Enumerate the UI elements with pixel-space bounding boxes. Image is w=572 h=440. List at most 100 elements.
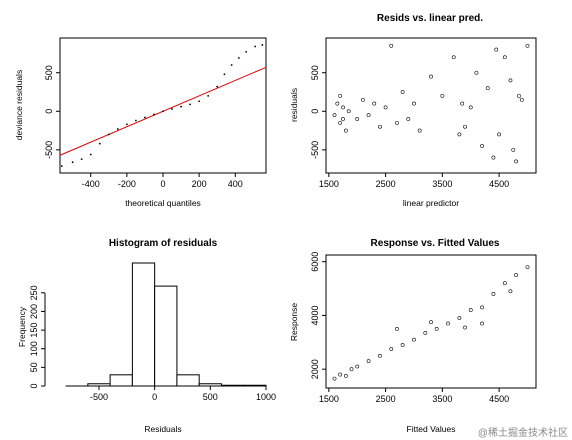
resid-point [485,86,490,91]
fitted-point [355,364,360,369]
qq-point [216,85,219,88]
resid-point [383,105,388,110]
qq-point [116,128,119,130]
resid-point [511,147,516,152]
resid-point [338,120,343,125]
histogram-y-tick-label: 250 [29,285,39,300]
histogram-bar [176,374,200,387]
qq-point [189,103,192,106]
resid-point [440,93,445,98]
fitted-point [412,337,416,342]
histogram-title: Histogram of residuals [109,238,218,249]
qq-point [261,44,264,46]
histogram-bar [109,374,133,387]
fitted-x-ticks: 1500 2500 3500 4500 [319,388,509,404]
fitted-plot-panel: Response vs. Fitted Values 1500 2500 3500 4… [289,238,537,434]
fitted-y-tick-label: 6000 [310,252,320,272]
qq-point [207,94,210,97]
fitted-point [423,331,428,335]
qq-point [125,123,128,126]
resid-point [400,90,405,94]
histogram-y-tick-label: 150 [29,323,39,338]
resid-point [341,105,345,110]
histogram-y-label: Frequency [17,306,27,347]
resid-point [366,113,371,118]
qq-point [89,153,92,156]
resid-point [335,101,340,106]
resid-point [468,105,473,110]
qq-point [230,64,233,66]
histogram-y-tick-label: 50 [29,362,39,372]
qq-point [245,50,248,53]
resid-x-tick-label: 3500 [432,179,452,189]
qq-point [144,116,146,119]
fitted-point [480,321,484,326]
histogram-x-ticks: -500 0 500 1000 [90,385,276,402]
resid-x-ticks: 1500 2500 3500 4500 [319,173,509,189]
qq-point [98,142,101,145]
qq-point [134,119,137,122]
resid-y-label: residuals [289,88,299,122]
fitted-point [463,325,467,330]
fitted-y-tick-label: 2000 [310,359,320,379]
histogram-bar [131,262,156,387]
histogram-x-tick-label: 1000 [256,392,276,402]
qq-x-tick-label: 0 [160,179,165,189]
resid-point [451,55,456,60]
resid-point [463,124,467,129]
qq-point [198,100,201,103]
qq-x-tick-label: -400 [82,179,100,189]
resid-point [341,117,345,121]
resid-point [338,93,343,98]
fitted-y-ticks: 2000 4000 6000 [310,252,326,379]
histogram-y-tick-label: 200 [29,304,39,319]
histogram-x-tick-label: 0 [152,392,157,402]
resid-point [519,97,524,102]
resid-point [389,43,394,48]
resid-point [460,101,465,106]
fitted-point [491,292,496,296]
qq-x-tick-label: 200 [192,179,207,189]
resid-point [395,120,399,125]
qq-point [180,105,182,108]
fitted-x-label: Fitted Values [407,424,456,434]
resid-point [494,47,499,52]
resid-x-tick-label: 2500 [376,179,396,189]
qq-x-tick-label: 400 [228,179,243,189]
fitted-point [389,347,394,351]
fitted-point [429,320,433,325]
fitted-x-tick-label: 3500 [432,394,452,404]
watermark: @稀土掘金技术社区 [478,426,568,439]
resid-point [343,128,348,133]
resid-y-ticks: -500 0 500 [310,65,326,159]
resid-point [429,74,433,79]
fitted-point [502,281,507,286]
qq-point [237,57,240,59]
resid-point [360,97,365,102]
resid-point [417,128,422,133]
qq-point [223,73,226,76]
fitted-point [457,316,462,321]
resid-point [480,144,484,148]
resid-point [474,70,479,75]
resid-point [525,43,530,48]
resid-point [502,55,507,60]
qq-y-tick-label: -500 [44,141,54,159]
fitted-point [366,359,371,364]
resid-point [497,132,502,137]
histogram-y-tick-label: 0 [29,383,39,388]
resid-point [491,155,496,160]
qq-x-ticks: -400 -200 0 200 400 [82,173,243,189]
resid-x-label: linear predictor [403,198,459,208]
fitted-x-tick-label: 1500 [319,394,339,404]
fitted-point [525,265,530,269]
histogram-bar [154,285,178,387]
resid-point [412,101,416,106]
resid-point [346,109,351,114]
histogram-x-tick-label: 500 [203,392,218,402]
resid-point [514,159,519,164]
resid-plot-box [325,37,537,174]
qq-x-tick-label: -200 [118,179,136,189]
fitted-point [349,367,354,372]
